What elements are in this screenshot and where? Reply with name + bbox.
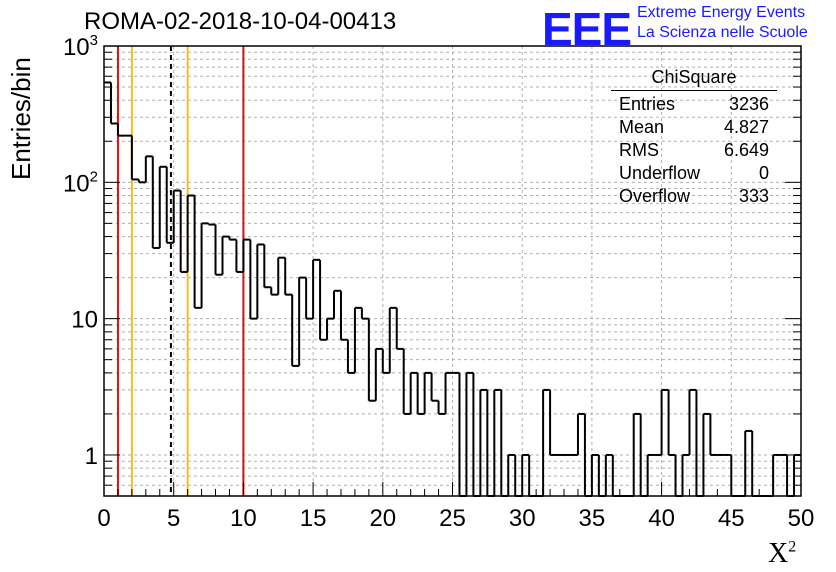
stats-label: RMS xyxy=(619,140,659,160)
y-tick-label: 10 xyxy=(71,307,98,334)
stats-value: 6.649 xyxy=(723,140,769,160)
stats-box: ChiSquare Entries 3236 Mean 4.827 RMS 6.… xyxy=(611,67,777,208)
stats-row-entries: Entries 3236 xyxy=(611,93,777,116)
stats-title: ChiSquare xyxy=(611,67,777,91)
x-tick-label: 35 xyxy=(579,505,606,532)
logo-tagline-1: Extreme Energy Events xyxy=(637,4,806,21)
stats-label: Mean xyxy=(619,117,665,137)
x-tick-label: 25 xyxy=(439,505,466,532)
x-tick-label: 10 xyxy=(230,505,257,532)
eee-logo: EEE xyxy=(542,3,632,55)
stats-value: 0 xyxy=(758,163,769,183)
stats-value: 3236 xyxy=(728,94,769,114)
y-tick-label: 1 xyxy=(85,443,98,470)
x-tick-label: 30 xyxy=(509,505,536,532)
stats-label: Overflow xyxy=(619,186,691,206)
stats-row-underflow: Underflow 0 xyxy=(611,162,777,185)
x-tick-label: 45 xyxy=(718,505,745,532)
stats-row-overflow: Overflow 333 xyxy=(611,185,777,208)
y-tick-label: 102 xyxy=(63,168,98,197)
y-axis-label: Entries/bin xyxy=(6,57,36,180)
x-tick-label: 5 xyxy=(167,505,180,532)
x-axis-label: X2 xyxy=(768,538,797,569)
stats-value: 333 xyxy=(738,186,769,206)
stats-row-rms: RMS 6.649 xyxy=(611,139,777,162)
x-tick-label: 20 xyxy=(369,505,396,532)
plot-title: ROMA-02-2018-10-04-00413 xyxy=(84,8,397,35)
x-tick-label: 0 xyxy=(97,505,110,532)
stats-label: Entries xyxy=(619,94,676,114)
y-tick-label: 103 xyxy=(63,32,98,61)
x-tick-label: 15 xyxy=(300,505,327,532)
stats-row-mean: Mean 4.827 xyxy=(611,116,777,139)
x-tick-label: 50 xyxy=(788,505,815,532)
stats-label: Underflow xyxy=(619,163,701,183)
x-tick-label: 40 xyxy=(648,505,675,532)
logo-tagline-2: La Scienza nelle Scuole xyxy=(637,24,808,41)
stats-value: 4.827 xyxy=(723,117,769,137)
